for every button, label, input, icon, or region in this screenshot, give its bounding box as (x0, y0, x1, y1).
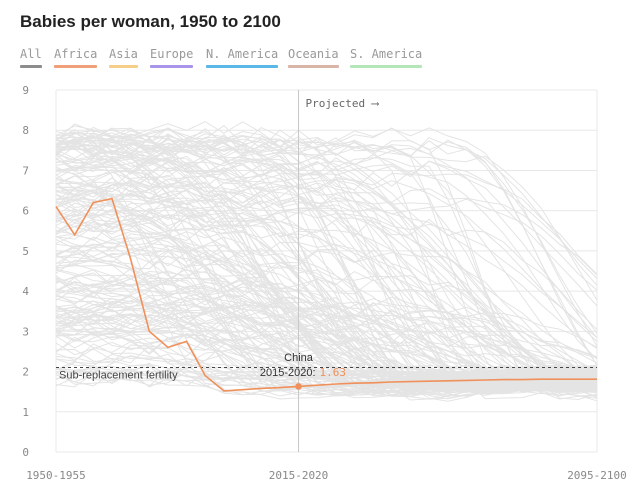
filter-label: All (20, 47, 42, 61)
reference-layer: Projected ⟶ Sub-replacement fertility (56, 90, 597, 452)
y-tick-label: 2 (22, 366, 29, 379)
y-tick-label: 6 (22, 205, 29, 218)
country-line (55, 235, 598, 402)
y-tick-label: 4 (22, 285, 29, 298)
country-line (55, 137, 598, 286)
country-line (55, 135, 598, 366)
country-line (55, 327, 598, 390)
country-line (55, 183, 598, 387)
country-line (55, 127, 598, 347)
china-callout-period: 2015-2020: (260, 367, 316, 379)
country-line (55, 268, 598, 387)
filter-label: Asia (109, 47, 138, 61)
labels-layer: China 2015-2020: 1.63 (260, 352, 346, 379)
filter-africa[interactable]: Africa (54, 47, 98, 68)
filter-label: Oceania (288, 47, 339, 61)
country-line (55, 138, 598, 397)
country-line (55, 315, 598, 387)
country-line (55, 137, 597, 377)
filter-label: Europe (150, 47, 194, 61)
highlight-layer (55, 197, 597, 392)
filter-label: N. America (206, 47, 279, 61)
x-tick-label: 2015-2020 (269, 469, 329, 482)
china-series-line (55, 197, 597, 392)
filter-underline (206, 65, 279, 68)
y-tick-label: 9 (22, 84, 29, 97)
country-line (55, 306, 598, 387)
country-line (55, 226, 598, 390)
filter-asia[interactable]: Asia (109, 47, 138, 68)
country-line (55, 353, 598, 396)
country-line (55, 158, 598, 380)
filter-s-america[interactable]: S. America (350, 47, 423, 68)
y-tick-label: 1 (22, 406, 29, 419)
filter-label: S. America (350, 47, 423, 61)
country-line (55, 222, 598, 396)
x-tick-label: 1950-1955 (26, 469, 86, 482)
y-tick-label: 5 (22, 245, 29, 258)
filter-label: Africa (54, 47, 98, 61)
country-line (55, 154, 598, 380)
filter-europe[interactable]: Europe (150, 47, 194, 68)
country-line (55, 139, 598, 386)
country-line (55, 373, 598, 395)
filter-underline (20, 65, 42, 68)
country-line (55, 175, 598, 390)
replacement-rate-label: Sub-replacement fertility (59, 370, 178, 382)
country-line (55, 217, 598, 331)
projected-label: Projected ⟶ (306, 97, 380, 110)
chart-title: Babies per woman, 1950 to 2100 (20, 12, 281, 31)
country-line (55, 143, 598, 378)
country-line (55, 331, 598, 385)
country-line (55, 197, 598, 291)
country-line (55, 212, 598, 393)
country-line (55, 345, 598, 370)
country-line (55, 157, 598, 307)
country-lines-layer (55, 121, 598, 402)
country-line (55, 244, 598, 381)
country-line (55, 290, 598, 379)
china-callout-point (295, 383, 302, 390)
y-tick-label: 7 (22, 164, 29, 177)
filter-underline (288, 65, 339, 68)
china-callout-value: 1.63 (320, 366, 347, 379)
filter-underline (54, 65, 98, 68)
country-line (55, 286, 598, 387)
country-line (55, 211, 598, 339)
china-name-label: China (284, 352, 314, 364)
filter-underline (109, 65, 138, 68)
filter-n-america[interactable]: N. America (206, 47, 279, 68)
country-line (55, 162, 598, 384)
country-line (55, 134, 598, 385)
country-line (55, 139, 598, 334)
y-tick-label: 3 (22, 325, 29, 338)
filter-underline (150, 65, 194, 68)
country-line (55, 136, 598, 397)
filter-all[interactable]: All (20, 47, 42, 68)
filter-underline (350, 65, 423, 68)
country-line (55, 170, 598, 360)
country-line (55, 212, 598, 389)
country-line (55, 303, 598, 348)
x-tick-label: 2095-2100 (567, 469, 627, 482)
y-tick-label: 8 (22, 124, 29, 137)
filter-oceania[interactable]: Oceania (288, 47, 339, 68)
y-tick-label: 0 (22, 446, 29, 459)
